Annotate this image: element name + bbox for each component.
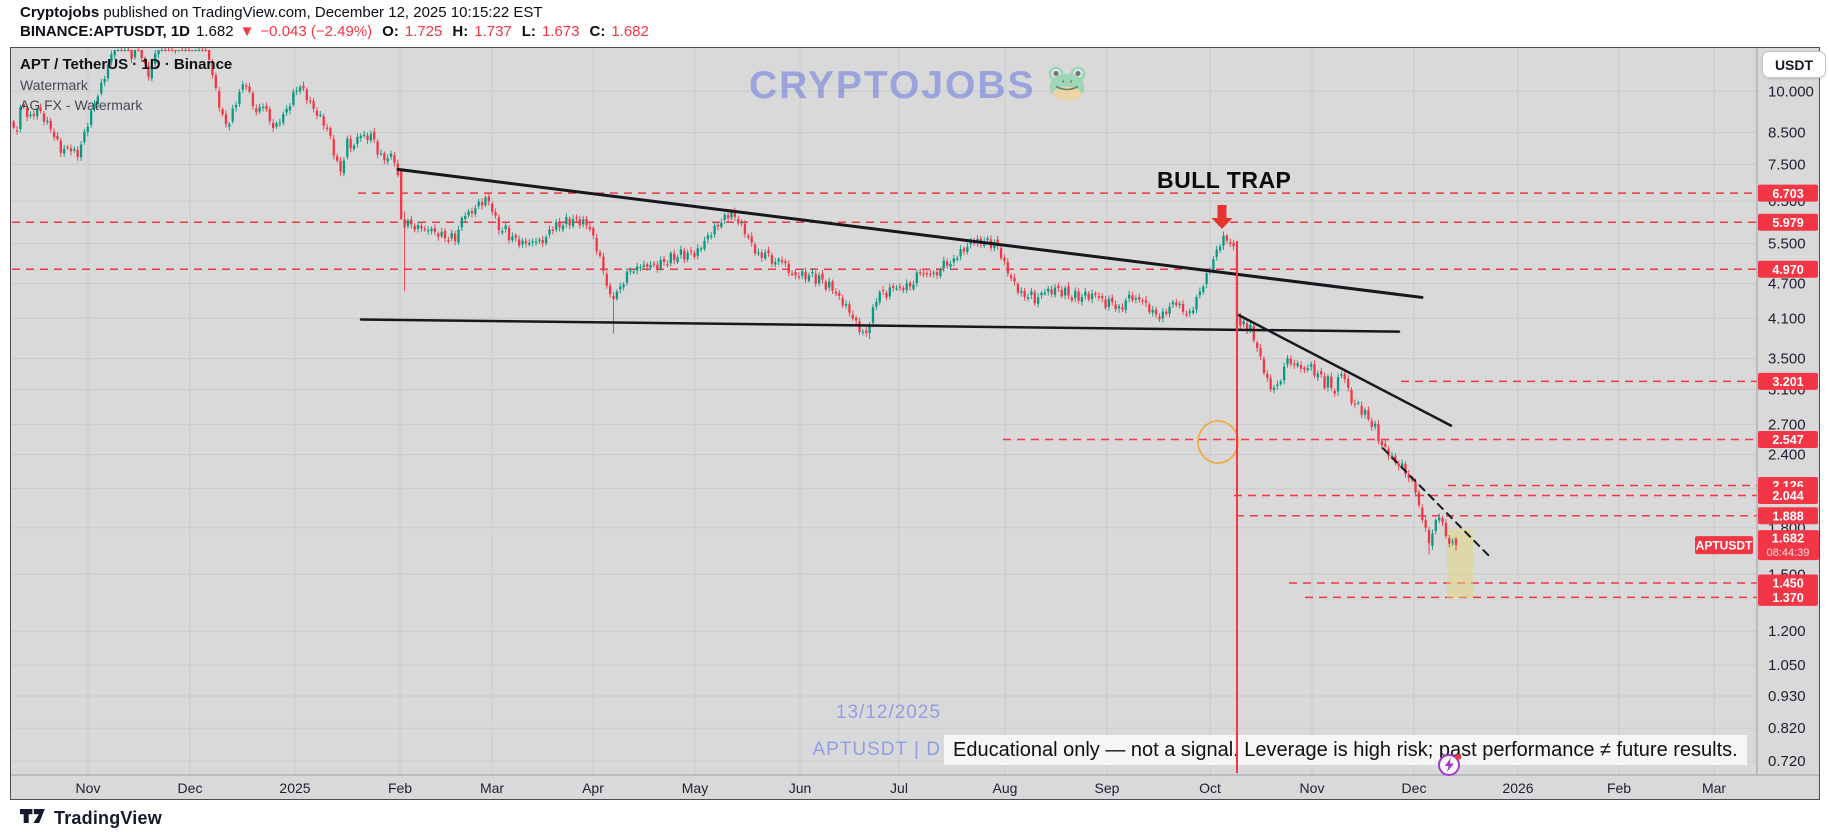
svg-text:APTUSDT: APTUSDT bbox=[1696, 539, 1753, 553]
svg-text:5.979: 5.979 bbox=[1772, 216, 1803, 230]
svg-text:08:44:39: 08:44:39 bbox=[1767, 547, 1810, 559]
axis-frame bbox=[11, 48, 1819, 776]
bull-trap-label: BULL TRAP bbox=[1157, 167, 1292, 193]
svg-text:0.720: 0.720 bbox=[1768, 753, 1806, 770]
tradingview-brand-text: TradingView bbox=[54, 808, 162, 828]
svg-text:4.700: 4.700 bbox=[1768, 276, 1806, 293]
open-label: O: bbox=[382, 23, 399, 40]
svg-text:Mar: Mar bbox=[480, 780, 504, 796]
svg-text:1.370: 1.370 bbox=[1772, 591, 1803, 605]
svg-text:2.700: 2.700 bbox=[1768, 417, 1806, 434]
bull-trap-arrow-icon bbox=[1211, 205, 1233, 229]
svg-text:2025: 2025 bbox=[279, 780, 310, 796]
close-label: C: bbox=[589, 23, 606, 40]
down-triangle-icon: ▼ bbox=[239, 23, 255, 40]
svg-text:Aug: Aug bbox=[993, 780, 1018, 796]
svg-text:May: May bbox=[682, 780, 708, 796]
grid-lines bbox=[11, 48, 1757, 775]
quote-change: −0.043 (−2.49%) bbox=[260, 23, 373, 40]
candles-series bbox=[12, 48, 1458, 555]
svg-text:3.201: 3.201 bbox=[1772, 375, 1803, 389]
svg-text:2.400: 2.400 bbox=[1768, 447, 1806, 464]
svg-text:10.000: 10.000 bbox=[1768, 83, 1814, 100]
svg-text:5.500: 5.500 bbox=[1768, 236, 1806, 253]
svg-text:0.930: 0.930 bbox=[1768, 688, 1806, 705]
high-value: 1.737 bbox=[474, 23, 512, 40]
legend-symbol-title: APT / TetherUS · 1D · Binance bbox=[20, 56, 233, 73]
watermark-text: CRYPTOJOBS bbox=[749, 64, 1036, 107]
svg-text:2026: 2026 bbox=[1502, 780, 1533, 796]
trendlines bbox=[359, 167, 1492, 559]
low-value: 1.673 bbox=[541, 23, 580, 40]
target-zone-highlight bbox=[1447, 529, 1473, 599]
svg-text:1.200: 1.200 bbox=[1768, 623, 1806, 640]
svg-text:4.100: 4.100 bbox=[1768, 310, 1806, 327]
svg-text:1.888: 1.888 bbox=[1772, 509, 1803, 523]
svg-text:7.500: 7.500 bbox=[1768, 157, 1806, 174]
svg-text:Jul: Jul bbox=[890, 780, 908, 796]
svg-text:1.682: 1.682 bbox=[1772, 531, 1805, 546]
level-badges: 6.7035.9794.9703.2012.5472.1262.0441.888… bbox=[1758, 184, 1818, 606]
svg-text:8.500: 8.500 bbox=[1768, 125, 1806, 142]
byline-text: published on TradingView.com, December 1… bbox=[99, 4, 543, 21]
svg-text:0.820: 0.820 bbox=[1768, 720, 1806, 737]
svg-text:1.450: 1.450 bbox=[1772, 577, 1803, 591]
svg-text:Feb: Feb bbox=[388, 780, 412, 796]
svg-text:Apr: Apr bbox=[582, 780, 604, 796]
svg-text:Jun: Jun bbox=[789, 780, 812, 796]
low-label: L: bbox=[521, 23, 536, 40]
svg-text:4.970: 4.970 bbox=[1772, 263, 1803, 277]
byline-author: Cryptojobs bbox=[20, 4, 100, 21]
high-label: H: bbox=[452, 23, 469, 40]
legend-indicator-watermark: Watermark bbox=[20, 77, 88, 93]
svg-text:2.044: 2.044 bbox=[1772, 489, 1803, 503]
currency-usdt-button[interactable]: USDT bbox=[1762, 51, 1826, 78]
byline: Cryptojobs published on TradingView.com,… bbox=[20, 4, 543, 21]
svg-text:Feb: Feb bbox=[1607, 780, 1631, 796]
quote-line: BINANCE:APTUSDT, 1D 1.682 ▼ −0.043 (−2.4… bbox=[20, 23, 649, 40]
bull-trap-circle bbox=[1197, 420, 1239, 464]
svg-text:2.547: 2.547 bbox=[1772, 433, 1803, 447]
quote-symbol: BINANCE:APTUSDT, 1D bbox=[20, 23, 191, 40]
svg-text:Dec: Dec bbox=[178, 780, 203, 796]
svg-text:3.500: 3.500 bbox=[1768, 351, 1806, 368]
disclaimer-text: Educational only — not a signal. Leverag… bbox=[944, 735, 1747, 765]
svg-text:6.703: 6.703 bbox=[1772, 187, 1803, 201]
svg-text:Oct: Oct bbox=[1199, 780, 1221, 796]
symbol-interval-watermark: APTUSDT | D bbox=[812, 739, 941, 760]
open-value: 1.725 bbox=[404, 23, 443, 40]
quote-last: 1.682 bbox=[196, 23, 234, 40]
svg-text:Nov: Nov bbox=[1300, 780, 1325, 796]
chart-legend: APT / TetherUS · 1D · Binance Watermark … bbox=[20, 55, 232, 115]
svg-text:Sep: Sep bbox=[1095, 780, 1120, 796]
time-axis[interactable]: Nov Dec 2025 Feb Mar Apr May Jun Jul Aug Sep Oct Nov… bbox=[76, 780, 1727, 796]
price-chart-canvas[interactable]: 10.0008.5007.5006.5005.5004.7004.1003.50… bbox=[11, 48, 1819, 799]
svg-text:Dec: Dec bbox=[1402, 780, 1427, 796]
chart-widget: 10.0008.5007.5006.5005.5004.7004.1003.50… bbox=[10, 47, 1826, 800]
date-watermark: 13/12/2025 bbox=[835, 702, 941, 723]
close-value: 1.682 bbox=[611, 23, 649, 40]
lightning-icon[interactable] bbox=[1437, 752, 1463, 783]
tradingview-logo-icon bbox=[20, 806, 47, 831]
svg-text:Mar: Mar bbox=[1702, 780, 1726, 796]
frog-icon bbox=[1046, 65, 1088, 108]
svg-text:1.050: 1.050 bbox=[1768, 657, 1806, 674]
channel-watermark: CRYPTOJOBS bbox=[749, 64, 1088, 108]
tradingview-logo[interactable]: TradingView bbox=[20, 806, 162, 831]
legend-indicator-agfx: AG FX - Watermark bbox=[20, 97, 143, 113]
crash-vertical-line bbox=[1236, 241, 1238, 773]
svg-text:Nov: Nov bbox=[76, 780, 101, 796]
key-level-lines bbox=[12, 192, 1757, 599]
